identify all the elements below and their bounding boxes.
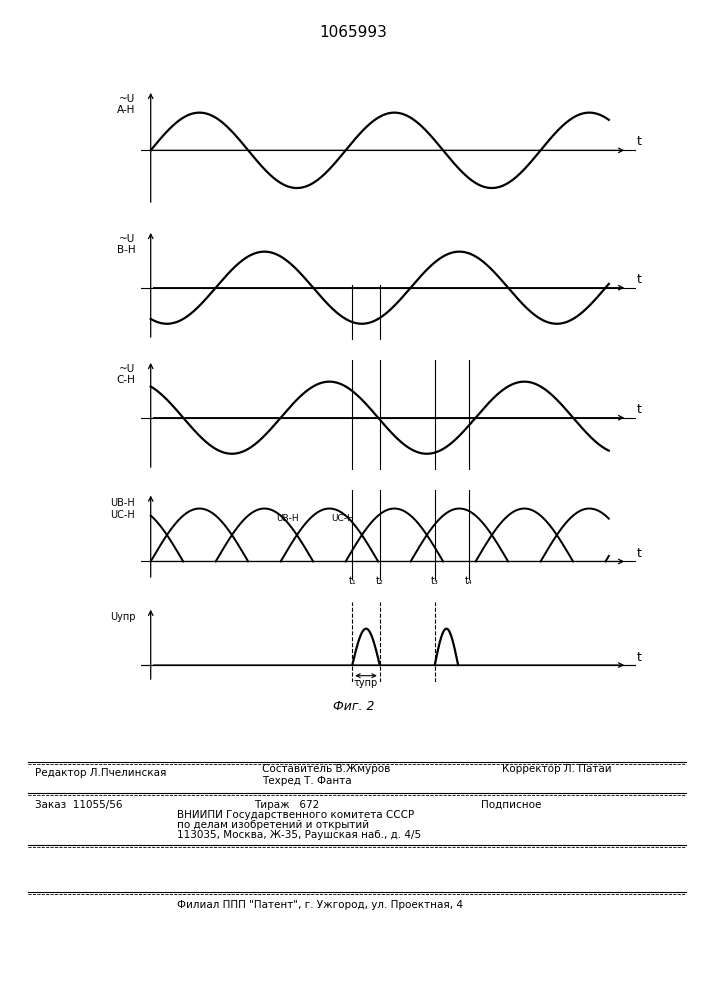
Text: t: t [636, 135, 641, 148]
Text: 1065993: 1065993 [320, 25, 387, 40]
Text: Корректор Л. Патай: Корректор Л. Патай [502, 764, 612, 774]
Text: Uупр: Uупр [110, 612, 135, 622]
Text: Тираж   672: Тираж 672 [255, 800, 320, 810]
Text: UB-H
UC-H: UB-H UC-H [110, 498, 135, 520]
Text: ВНИИПИ Государственного комитета СССР: ВНИИПИ Государственного комитета СССР [177, 810, 414, 820]
Text: Филиал ППП "Патент", г. Ужгород, ул. Проектная, 4: Филиал ППП "Патент", г. Ужгород, ул. Про… [177, 900, 463, 910]
Text: ~U
A-H: ~U A-H [117, 94, 135, 115]
Text: t₃: t₃ [431, 576, 438, 586]
Text: по делам изобретений и открытий: по делам изобретений и открытий [177, 820, 369, 830]
Text: Заказ  11055/56: Заказ 11055/56 [35, 800, 123, 810]
Text: t: t [636, 651, 641, 664]
Text: ~U
B-H: ~U B-H [117, 234, 135, 255]
Text: t₁: t₁ [349, 576, 356, 586]
Text: t₂: t₂ [376, 576, 384, 586]
Text: UC-H: UC-H [331, 514, 354, 523]
Text: ~U
C-H: ~U C-H [117, 364, 135, 385]
Text: Подписное: Подписное [481, 800, 541, 810]
Text: t: t [636, 547, 641, 560]
Text: τупр: τупр [354, 678, 378, 688]
Text: t: t [636, 403, 641, 416]
Text: Техред Т. Фанта: Техред Т. Фанта [262, 776, 351, 786]
Text: Составитель В.Жмуров: Составитель В.Жмуров [262, 764, 390, 774]
Text: t₄: t₄ [465, 576, 473, 586]
Text: 113035, Москва, Ж-35, Раушская наб., д. 4/5: 113035, Москва, Ж-35, Раушская наб., д. … [177, 830, 421, 840]
Text: Фиг. 2: Фиг. 2 [333, 700, 374, 713]
Text: Редактор Л.Пчелинская: Редактор Л.Пчелинская [35, 768, 167, 778]
Text: t: t [636, 273, 641, 286]
Text: UB-H: UB-H [276, 514, 299, 523]
